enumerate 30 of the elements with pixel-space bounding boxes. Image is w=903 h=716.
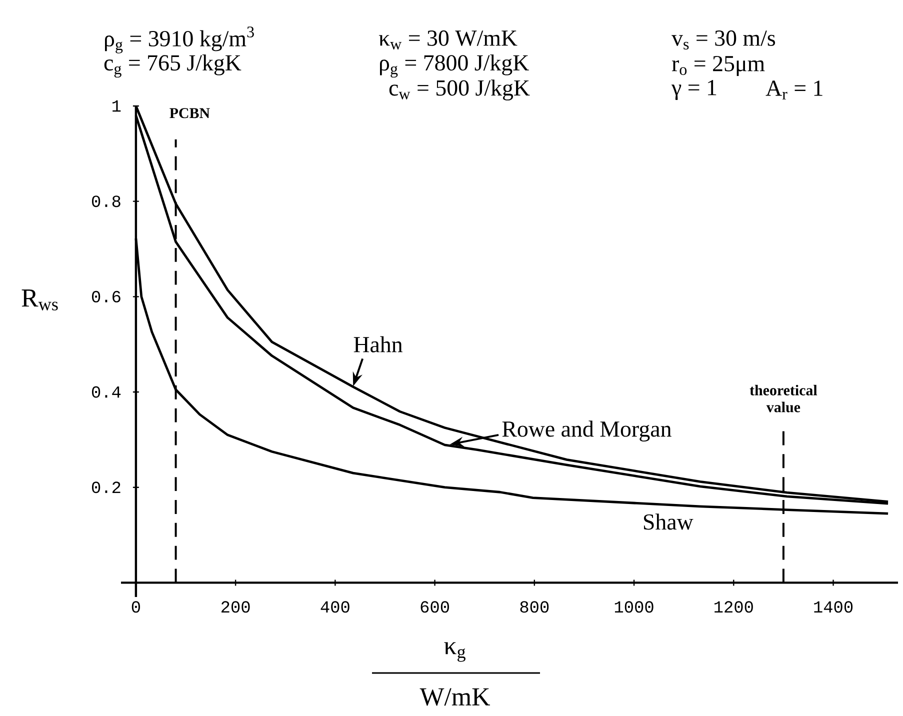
- ref-line-label: theoretical value: [750, 384, 818, 412]
- x-tick-label: 800: [520, 601, 549, 613]
- ref-line-label: PCBN: [170, 108, 210, 118]
- x-tick-label: 1200: [714, 601, 753, 613]
- x-tick-label: 200: [222, 601, 250, 613]
- text: v$_{s}$ = 30 m/s: [672, 30, 776, 50]
- x-axis-title: κ$_{g}$: [444, 642, 466, 662]
- x-tick-label: 1000: [614, 601, 654, 613]
- y-tick-label: 0.2: [92, 482, 120, 494]
- y-tick-label: 1: [112, 100, 121, 112]
- text: γ = 1: [671, 80, 716, 100]
- text: c$_{w}$ = 500 J/kgK: [389, 80, 530, 100]
- text: ρ$_{g}$ = 7800 J/kgK: [380, 54, 529, 78]
- series-label: Hahn: [354, 336, 402, 352]
- x-tick-label: 0: [132, 601, 140, 613]
- x-tick-label: 400: [320, 601, 350, 613]
- text: A$_{r}$ = 1: [766, 80, 822, 100]
- text: c$_{g}$ = 765 J/kgK: [104, 54, 242, 78]
- text: W/mK: [420, 688, 490, 706]
- series-label: Shaw: [644, 514, 694, 530]
- y-axis-title: R$_{ws}$: [22, 290, 58, 310]
- text: ρ$_{g}$ = 3910 kg/m$^{3}$: [105, 26, 254, 54]
- y-tick-label: 0.4: [92, 386, 121, 398]
- y-tick-label: 0.8: [92, 196, 120, 208]
- text: κ$_{w}$ = 30 W/mK: [378, 30, 518, 50]
- y-tick-label: 0.6: [92, 290, 120, 302]
- legend-label: Rowe and Morgan: [502, 420, 672, 442]
- x-tick-label: 600: [420, 601, 449, 613]
- x-tick-label: 1400: [814, 601, 853, 613]
- text: r$_{o}$ = 25μm: [672, 56, 765, 76]
